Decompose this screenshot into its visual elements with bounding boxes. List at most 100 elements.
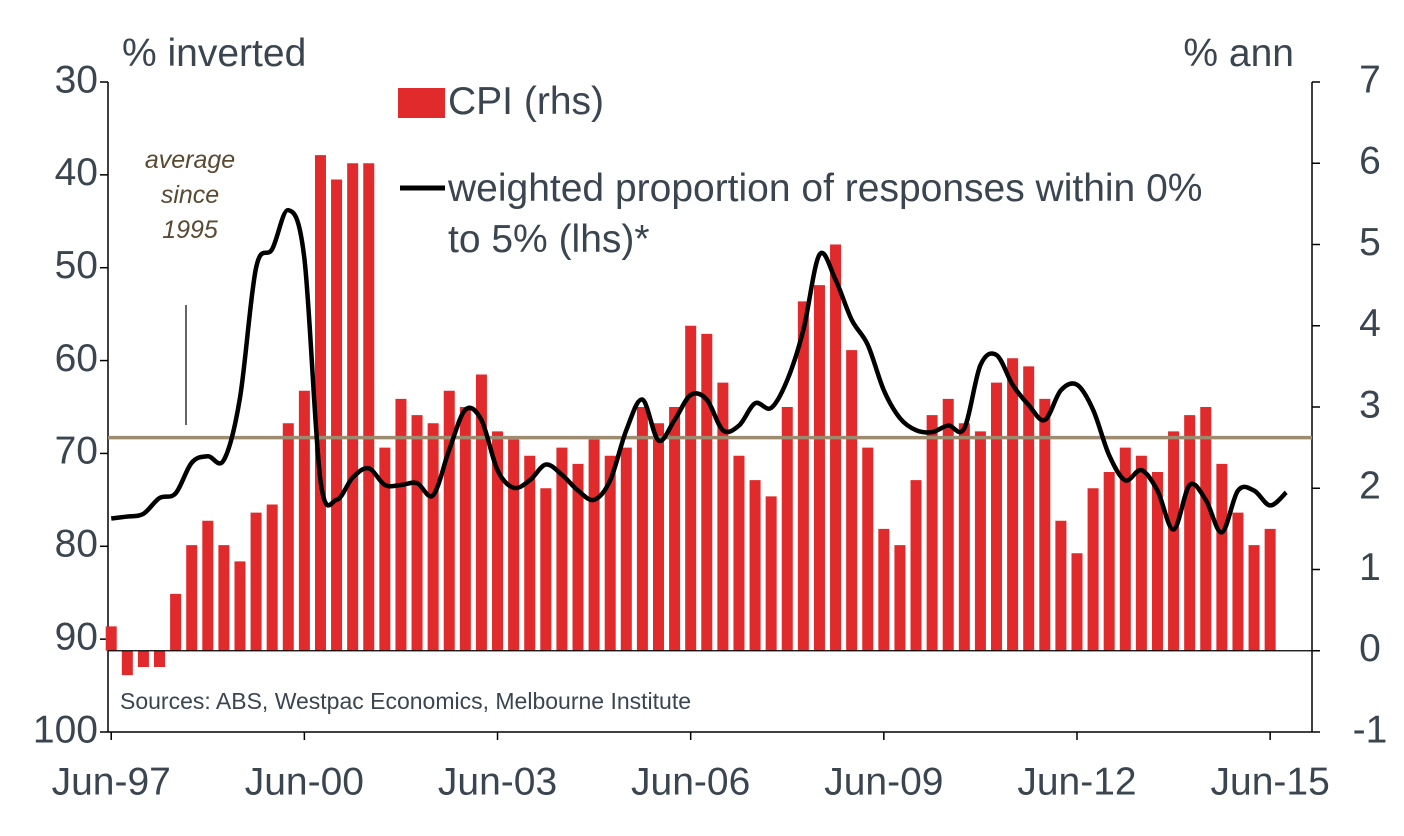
bar: [1023, 366, 1035, 651]
bar: [1087, 488, 1099, 651]
y2-tick-label: 5: [1359, 221, 1381, 264]
bar: [1151, 472, 1163, 651]
bar: [636, 407, 648, 651]
y2-tick-label: 7: [1359, 58, 1381, 101]
bar: [813, 285, 825, 651]
bar: [862, 447, 874, 651]
bar: [652, 423, 664, 651]
source-note: Sources: ABS, Westpac Economics, Melbour…: [120, 688, 692, 714]
bar: [1264, 528, 1276, 651]
bar: [572, 463, 584, 651]
bar: [427, 423, 439, 651]
bar: [379, 447, 391, 651]
legend-label: weighted proportion of responses within …: [448, 167, 1203, 261]
bar: [701, 333, 713, 651]
bar: [685, 325, 697, 651]
y-tick-label: 70: [55, 430, 98, 473]
bar: [830, 244, 842, 651]
bar: [266, 504, 278, 651]
bar: [958, 423, 970, 651]
y2-tick-label: -1: [1353, 708, 1388, 751]
x-tick-label: Jun-97: [52, 760, 171, 803]
bar: [1184, 415, 1196, 651]
y-tick-label: 100: [33, 708, 98, 751]
y2-tick-label: 6: [1359, 140, 1381, 183]
bar: [105, 626, 117, 651]
y-tick-label: 90: [55, 615, 98, 658]
bar: [733, 455, 745, 651]
bar: [218, 545, 230, 651]
average-label: average since 1995: [144, 146, 236, 244]
bar: [797, 301, 809, 651]
bar: [540, 488, 552, 651]
bar: [395, 398, 407, 651]
bar: [508, 439, 520, 651]
bar: [1055, 520, 1067, 651]
legend-swatch: [398, 88, 445, 118]
bar: [926, 415, 938, 651]
bar: [1248, 545, 1260, 651]
bar: [781, 407, 793, 651]
legend-label: CPI (rhs): [448, 80, 604, 123]
bar: [974, 431, 986, 651]
bar: [1135, 455, 1147, 651]
bar: [1103, 472, 1115, 651]
bar: [298, 390, 310, 651]
bar: [492, 431, 504, 651]
x-tick-label: Jun-06: [631, 760, 750, 803]
y-tick-label: 30: [55, 58, 98, 101]
bar: [443, 390, 455, 651]
bar: [1168, 431, 1180, 651]
bar: [604, 455, 616, 651]
bar: [170, 593, 182, 651]
x-tick-label: Jun-03: [438, 760, 557, 803]
y-tick-label: 80: [55, 523, 98, 566]
bar: [556, 447, 568, 651]
bar: [282, 423, 294, 651]
bar: [314, 155, 326, 651]
bar: [620, 447, 632, 651]
bar: [878, 528, 890, 651]
y-tick-label: 60: [55, 337, 98, 380]
bar: [411, 415, 423, 651]
y2-tick-label: 3: [1359, 383, 1381, 426]
bar: [1200, 407, 1212, 651]
bar: [588, 439, 600, 651]
y2-tick-label: 2: [1359, 465, 1381, 508]
y-tick-label: 40: [55, 151, 98, 194]
bar: [154, 650, 166, 667]
bar: [1232, 512, 1244, 651]
bar: [202, 520, 214, 651]
bar: [250, 512, 262, 651]
bar: [717, 382, 729, 651]
x-tick-label: Jun-12: [1017, 760, 1136, 803]
y2-tick-label: 4: [1359, 302, 1381, 345]
x-tick-label: Jun-15: [1211, 760, 1330, 803]
bar: [749, 480, 761, 651]
bar: [121, 650, 133, 676]
bar: [524, 455, 536, 651]
bar: [910, 480, 922, 651]
bar: [475, 374, 487, 651]
bar: [1216, 463, 1228, 651]
bar: [669, 407, 681, 651]
line: [110, 207, 1288, 535]
bar: [459, 407, 471, 651]
bar: [234, 561, 246, 651]
bar: [1007, 358, 1019, 651]
bar: [765, 496, 777, 651]
bar: [1039, 398, 1051, 651]
bar: [137, 650, 149, 667]
x-tick-label: Jun-00: [245, 760, 364, 803]
bar: [331, 179, 343, 651]
bar: [363, 163, 375, 651]
y2-tick-label: 1: [1359, 546, 1381, 589]
bar: [1119, 447, 1131, 651]
y2-tick-label: 0: [1359, 627, 1381, 670]
bar: [186, 545, 198, 651]
bar: [991, 382, 1003, 651]
bar: [347, 163, 359, 651]
y2-axis-title: % ann: [1183, 32, 1294, 75]
